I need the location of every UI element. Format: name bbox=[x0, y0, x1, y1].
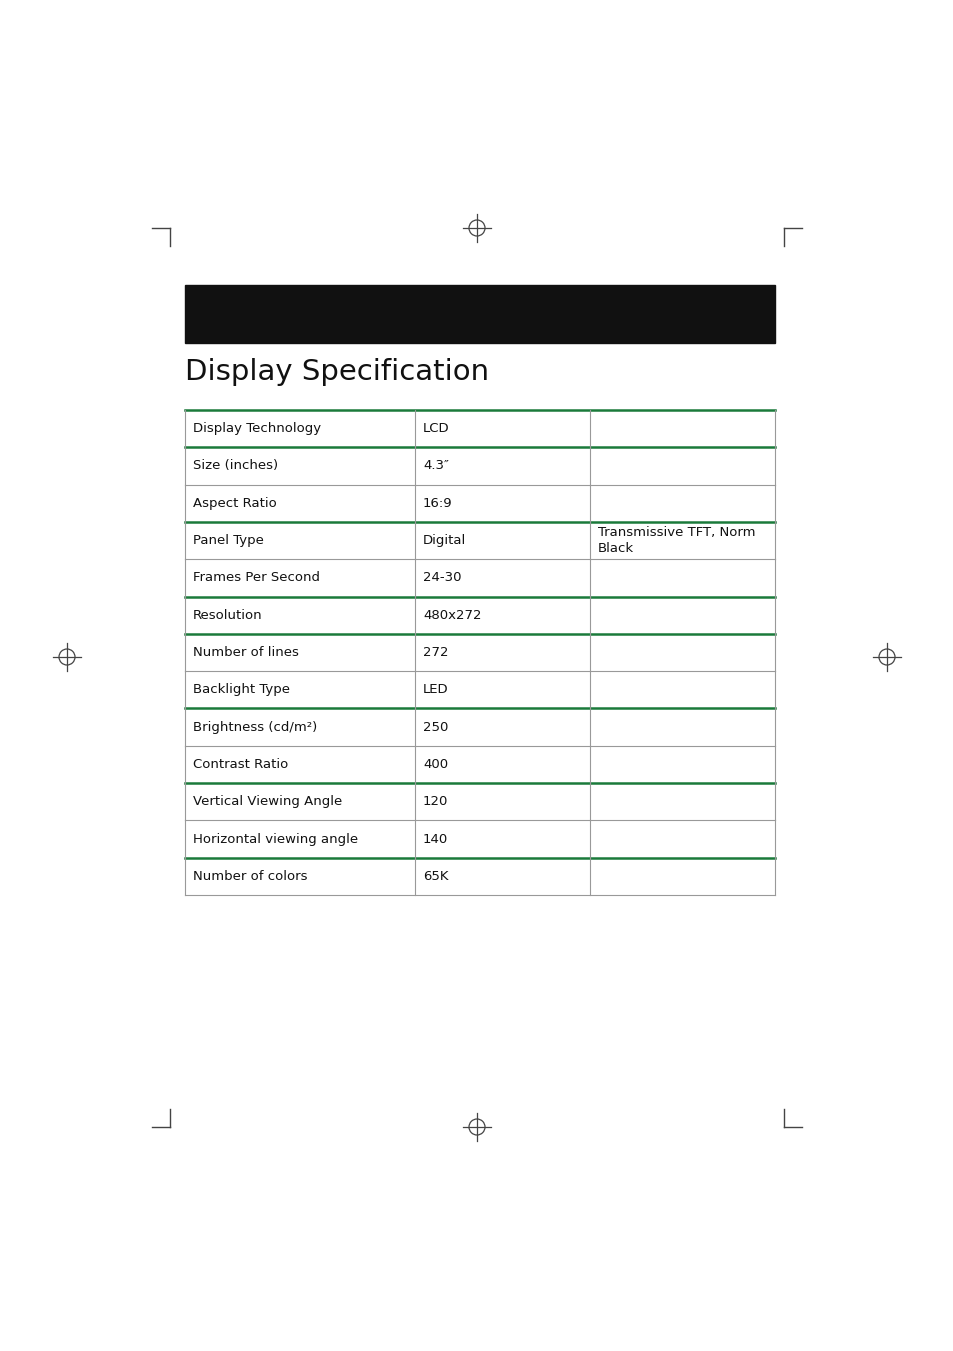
Text: 65K: 65K bbox=[422, 870, 448, 882]
Text: Frames Per Second: Frames Per Second bbox=[193, 571, 319, 585]
Text: Display Specification: Display Specification bbox=[185, 358, 489, 386]
Text: Horizontal viewing angle: Horizontal viewing angle bbox=[193, 832, 357, 846]
Text: 480x272: 480x272 bbox=[422, 609, 481, 621]
Text: LCD: LCD bbox=[422, 422, 449, 435]
Text: 272: 272 bbox=[422, 646, 448, 659]
Text: 250: 250 bbox=[422, 720, 448, 734]
Text: Aspect Ratio: Aspect Ratio bbox=[193, 497, 276, 509]
Text: Panel Type: Panel Type bbox=[193, 534, 264, 547]
Text: Number of colors: Number of colors bbox=[193, 870, 307, 882]
Text: Backlight Type: Backlight Type bbox=[193, 684, 290, 696]
Text: LED: LED bbox=[422, 684, 448, 696]
Text: Number of lines: Number of lines bbox=[193, 646, 298, 659]
Text: Vertical Viewing Angle: Vertical Viewing Angle bbox=[193, 796, 342, 808]
Text: Resolution: Resolution bbox=[193, 609, 262, 621]
Text: Brightness (cd/m²): Brightness (cd/m²) bbox=[193, 720, 317, 734]
Text: Display Technology: Display Technology bbox=[193, 422, 321, 435]
Text: Contrast Ratio: Contrast Ratio bbox=[193, 758, 288, 771]
Text: Digital: Digital bbox=[422, 534, 466, 547]
Bar bbox=[185, 285, 774, 343]
Text: 400: 400 bbox=[422, 758, 448, 771]
Text: 120: 120 bbox=[422, 796, 448, 808]
Text: 24-30: 24-30 bbox=[422, 571, 461, 585]
Text: 16:9: 16:9 bbox=[422, 497, 452, 509]
Text: 140: 140 bbox=[422, 832, 448, 846]
Text: Transmissive TFT, Norm
Black: Transmissive TFT, Norm Black bbox=[598, 526, 755, 555]
Text: 4.3″: 4.3″ bbox=[422, 459, 449, 473]
Text: Size (inches): Size (inches) bbox=[193, 459, 278, 473]
